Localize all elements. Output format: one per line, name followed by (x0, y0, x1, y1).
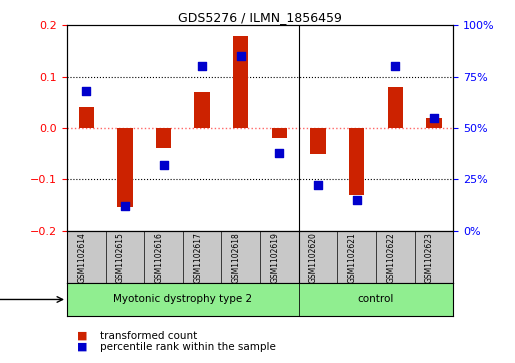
Text: ■: ■ (77, 342, 88, 352)
Point (159, 162, 167, 168)
Text: GSM1102614: GSM1102614 (77, 233, 87, 284)
Point (275, 150, 283, 155)
Title: GDS5276 / ILMN_1856459: GDS5276 / ILMN_1856459 (178, 11, 342, 24)
Point (236, 53, 245, 59)
Bar (349, 128, 364, 195)
Bar (117, 128, 133, 207)
Point (352, 197, 360, 203)
Text: GSM1102619: GSM1102619 (270, 233, 279, 284)
Text: Myotonic dystrophy type 2: Myotonic dystrophy type 2 (113, 294, 252, 305)
Point (121, 203, 129, 209)
Bar (78, 107, 94, 128)
Point (198, 64, 206, 69)
Text: ■: ■ (77, 331, 88, 341)
Bar (272, 128, 287, 138)
Point (82, 88, 91, 94)
Point (314, 183, 322, 188)
Text: GSM1102620: GSM1102620 (309, 233, 318, 284)
Bar (67, 283, 299, 316)
Bar (310, 128, 325, 154)
Text: control: control (358, 294, 394, 305)
Bar (387, 87, 403, 128)
Text: transformed count: transformed count (100, 331, 198, 341)
Text: GSM1102618: GSM1102618 (232, 233, 241, 284)
Text: GSM1102622: GSM1102622 (386, 233, 396, 284)
Bar (299, 283, 453, 316)
Bar (194, 92, 210, 128)
Point (391, 64, 400, 69)
Point (430, 115, 438, 121)
Text: GSM1102621: GSM1102621 (348, 233, 356, 284)
Text: GSM1102623: GSM1102623 (425, 233, 434, 284)
Text: GSM1102617: GSM1102617 (193, 233, 202, 284)
Text: percentile rank within the sample: percentile rank within the sample (100, 342, 277, 352)
Bar (233, 36, 249, 128)
Text: GSM1102616: GSM1102616 (154, 233, 163, 284)
Bar (426, 118, 442, 128)
Text: GSM1102615: GSM1102615 (116, 233, 125, 284)
Bar (156, 128, 171, 148)
